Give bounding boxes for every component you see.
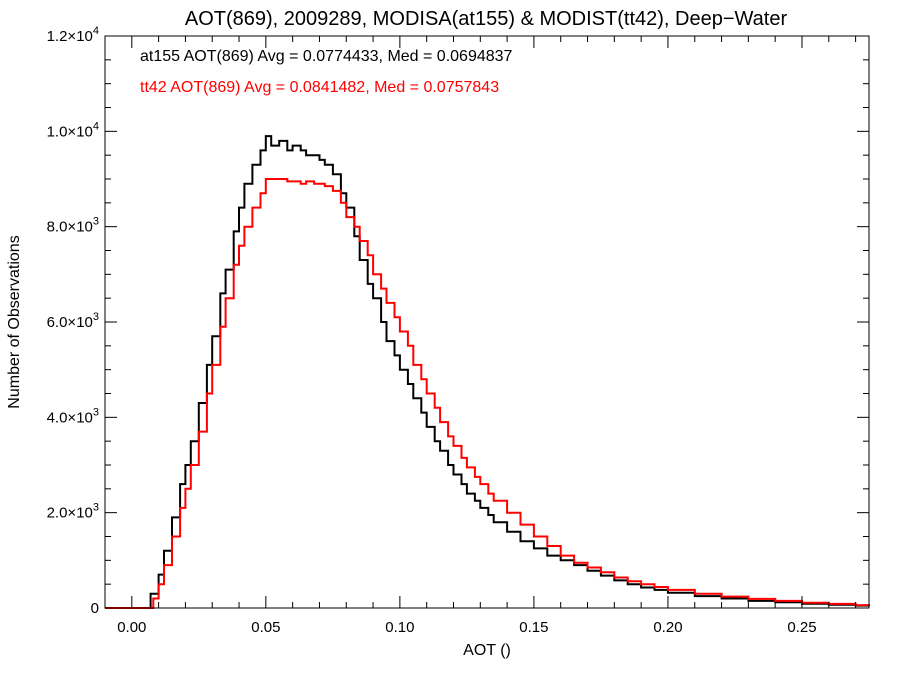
x-tick-label: 0.00 <box>117 619 146 636</box>
y-tick-label: 1.2×104 <box>47 25 99 45</box>
x-tick-label: 0.15 <box>519 619 548 636</box>
x-tick-label: 0.05 <box>251 619 280 636</box>
y-axis-label: Number of Observations <box>6 235 23 408</box>
series-line-at155 <box>105 135 870 609</box>
x-tick-label: 0.10 <box>385 619 414 636</box>
annotation-tt42: tt42 AOT(869) Avg = 0.0841482, Med = 0.0… <box>140 79 499 96</box>
series-line-tt42 <box>105 178 870 609</box>
x-tick-label: 0.25 <box>787 619 816 636</box>
series-layer <box>105 135 870 609</box>
y-tick-label: 2.0×103 <box>47 502 99 522</box>
annotation-at155: at155 AOT(869) Avg = 0.0774433, Med = 0.… <box>140 48 513 65</box>
y-tick-label: 8.0×103 <box>47 216 99 236</box>
y-tick-label: 4.0×103 <box>47 406 99 426</box>
x-tick-label: 0.20 <box>653 619 682 636</box>
y-tick-label: 0 <box>91 600 99 617</box>
y-tick-label: 6.0×103 <box>47 311 99 331</box>
axis-layer: 0.00 0.05 0.10 0.15 0.20 0.25 0 2.0×103 4.0×103 6… <box>47 25 869 636</box>
chart-title: AOT(869), 2009289, MODISA(at155) & MODIS… <box>185 8 788 30</box>
x-axis-label: AOT () <box>463 642 511 659</box>
y-tick-label: 1.0×104 <box>47 120 99 140</box>
